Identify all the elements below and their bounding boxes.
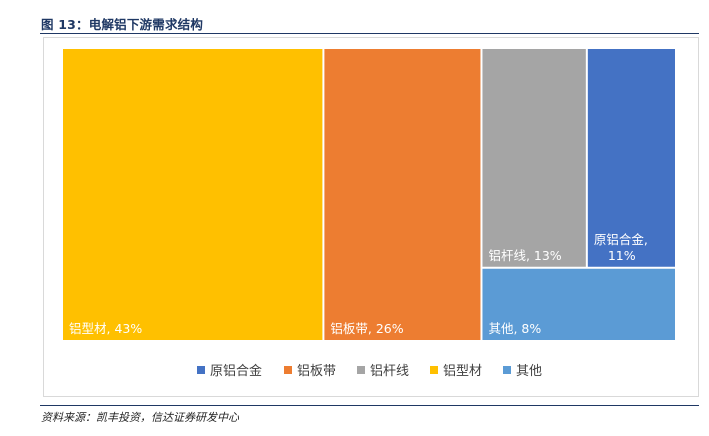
legend-swatch [357,366,365,374]
treemap-tile-labels: 铝型材, 43% 铝板带, 26% 铝杆线, 13% 原铝合金, 11% 其他, 8% [69,232,648,336]
legend-swatch [197,366,205,374]
treemap-tile [587,49,675,267]
legend-label: 原铝合金 [210,363,262,379]
legend-swatch [284,366,292,374]
tile-data-label: 铝杆线, 13% [488,248,561,263]
source-note: 资料来源：凯丰投资，信达证券研发中心 [41,411,239,424]
title-divider [40,33,699,34]
tile-data-label: 铝板带, 26% [330,321,403,336]
treemap-tile [482,268,675,340]
treemap-tile [63,49,323,340]
legend-label: 铝型材 [443,364,482,379]
tile-data-label: 铝型材, 43% [69,321,142,336]
treemap-tile [482,49,586,267]
source-divider [40,405,699,406]
tile-data-label: 其他, 8% [488,321,541,336]
treemap-tile [324,49,481,340]
legend-swatch [430,366,438,374]
legend-label: 铝杆线 [370,364,409,379]
treemap-tiles [63,49,675,340]
tile-data-label: 原铝合金, 11% [594,232,648,263]
legend-label: 其他 [516,364,542,379]
figure-title: 图 13：电解铝下游需求结构 [41,17,204,32]
chart-legend: 原铝合金 铝板带 铝杆线 铝型材 其他 [197,363,542,379]
legend-swatch [503,366,511,374]
legend-label: 铝板带 [297,364,336,379]
